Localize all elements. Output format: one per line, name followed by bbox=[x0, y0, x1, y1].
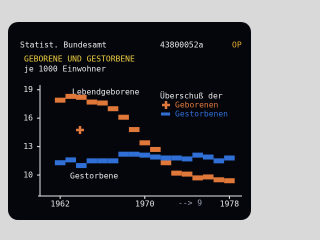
data-block bbox=[76, 95, 87, 100]
chart-title: GEBORENE UND GESTORBENE bbox=[24, 55, 135, 64]
legend-label: Gestorbenen bbox=[175, 110, 228, 119]
y-tick-label: 19 bbox=[23, 85, 33, 94]
x-tick-label: 1978 bbox=[220, 200, 239, 209]
page-marker: OP bbox=[232, 41, 242, 50]
data-block bbox=[214, 177, 225, 182]
annotation: --> 9 bbox=[178, 199, 202, 208]
data-block bbox=[65, 94, 76, 99]
data-block bbox=[97, 158, 108, 163]
data-block bbox=[150, 147, 161, 152]
chart-subtitle: je 1000 Einwohner bbox=[24, 65, 106, 74]
data-block bbox=[192, 153, 203, 158]
data-block bbox=[118, 152, 129, 157]
data-block bbox=[76, 163, 87, 168]
data-block bbox=[203, 174, 214, 179]
screen-background bbox=[8, 22, 251, 220]
data-block bbox=[161, 155, 172, 160]
data-block bbox=[150, 155, 161, 160]
data-block bbox=[171, 171, 182, 176]
data-block bbox=[192, 175, 203, 180]
y-tick-label: 10 bbox=[23, 171, 33, 180]
data-block bbox=[129, 127, 140, 132]
data-block bbox=[224, 155, 235, 160]
legend-title: Überschuß der bbox=[160, 91, 223, 101]
data-block bbox=[87, 158, 98, 163]
x-tick-label: 1970 bbox=[135, 200, 154, 209]
data-block bbox=[108, 106, 119, 111]
data-block bbox=[140, 140, 151, 145]
legend-swatch bbox=[161, 113, 170, 116]
source: Statist. Bundesamt bbox=[20, 41, 107, 50]
data-block bbox=[97, 101, 108, 106]
data-block bbox=[182, 172, 193, 177]
data-block bbox=[171, 155, 182, 160]
data-block bbox=[224, 178, 235, 183]
data-block bbox=[203, 155, 214, 160]
page-code: 43800052a bbox=[160, 41, 204, 50]
data-block bbox=[129, 152, 140, 157]
data-block bbox=[87, 100, 98, 105]
data-block bbox=[182, 156, 193, 161]
series-label: Gestorbene bbox=[70, 172, 118, 181]
data-block bbox=[161, 160, 172, 165]
y-tick-label: 16 bbox=[23, 114, 33, 123]
data-block bbox=[108, 158, 119, 163]
data-block bbox=[55, 98, 66, 103]
data-block bbox=[118, 115, 129, 120]
screen: Statist. Bundesamt 43800052a OP GEBORENE… bbox=[0, 0, 259, 240]
data-block bbox=[214, 158, 225, 163]
legend-label: Geborenen bbox=[175, 101, 219, 110]
data-block bbox=[65, 157, 76, 162]
x-tick-label: 1962 bbox=[51, 200, 70, 209]
y-tick-label: 13 bbox=[23, 142, 33, 151]
data-block bbox=[140, 153, 151, 158]
data-block bbox=[55, 160, 66, 165]
